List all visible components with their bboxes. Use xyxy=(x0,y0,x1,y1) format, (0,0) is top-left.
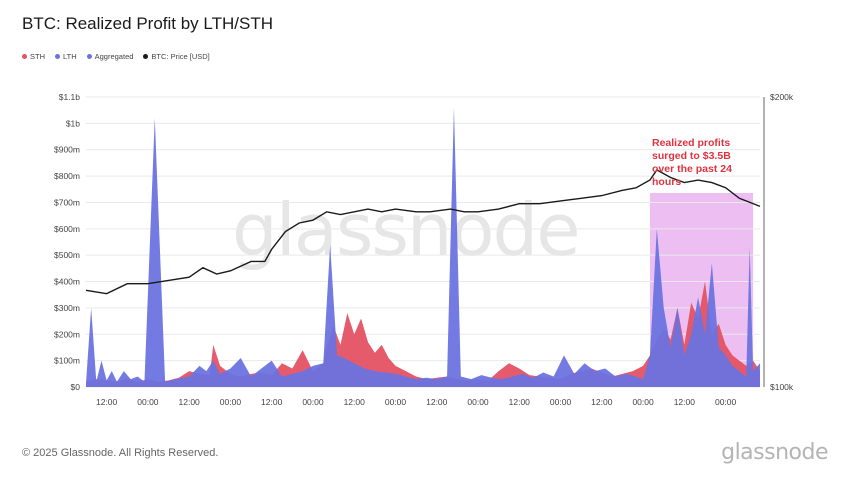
y-tick-label: $700m xyxy=(54,197,80,207)
y-tick-label: $0 xyxy=(71,382,81,392)
y-tick-label: $900m xyxy=(54,145,80,155)
x-tick-label: 12:00 xyxy=(96,397,118,407)
legend: STH LTH Aggregated BTC: Price [USD] xyxy=(22,52,210,61)
y-tick-label: $800m xyxy=(54,171,80,181)
x-tick-label: 12:00 xyxy=(674,397,696,407)
x-tick-label: 00:00 xyxy=(550,397,572,407)
x-tick-label: 00:00 xyxy=(220,397,242,407)
x-tick-label: 00:00 xyxy=(715,397,737,407)
x-tick-label: 12:00 xyxy=(509,397,531,407)
lth-area xyxy=(86,107,760,387)
y-tick-label: $300m xyxy=(54,303,80,313)
chart-title: BTC: Realized Profit by LTH/STH xyxy=(22,14,273,33)
x-tick-label: 00:00 xyxy=(385,397,407,407)
y-right-tick-label: $100k xyxy=(770,382,794,392)
annotation-line: over the past 24 xyxy=(652,163,732,175)
btc-price-line xyxy=(85,169,761,295)
glassnode-logo: glassnode xyxy=(721,440,828,465)
x-tick-label: 12:00 xyxy=(344,397,366,407)
legend-dot-lth xyxy=(55,54,60,59)
y-tick-label: $400m xyxy=(54,277,80,287)
legend-dot-btc-price xyxy=(143,54,149,59)
annotation-line: surged to $3.5B xyxy=(652,150,731,162)
y-tick-label: $200m xyxy=(54,329,80,339)
x-tick-label: 00:00 xyxy=(467,397,489,407)
y-right-tick-label: $200k xyxy=(770,92,794,102)
legend-label-aggregated: Aggregated xyxy=(94,52,134,61)
y-tick-label: $1b xyxy=(66,118,80,128)
legend-dot-aggregated xyxy=(86,54,92,59)
x-tick-label: 12:00 xyxy=(426,397,448,407)
x-tick-label: 12:00 xyxy=(591,397,613,407)
legend-dot-sth xyxy=(22,54,27,59)
legend-item-lth[interactable]: LTH xyxy=(55,52,77,61)
x-tick-label: 00:00 xyxy=(137,397,159,407)
x-tick-label: 00:00 xyxy=(302,397,324,407)
legend-item-aggregated[interactable]: Aggregated xyxy=(86,52,134,61)
annotation-line: hours xyxy=(652,176,681,188)
y-tick-label: $100m xyxy=(54,356,80,366)
legend-label-btc-price: BTC: Price [USD] xyxy=(151,52,210,61)
legend-item-sth[interactable]: STH xyxy=(22,52,45,61)
y-tick-label: $600m xyxy=(54,224,80,234)
y-tick-label: $1.1b xyxy=(59,92,81,102)
annotation-line: Realized profits xyxy=(652,137,730,149)
copyright-text: © 2025 Glassnode. All Rights Reserved. xyxy=(22,447,219,459)
legend-label-lth: LTH xyxy=(63,52,77,61)
y-tick-label: $500m xyxy=(54,250,80,260)
x-tick-label: 00:00 xyxy=(632,397,654,407)
x-tick-label: 12:00 xyxy=(179,397,201,407)
legend-label-sth: STH xyxy=(30,52,45,61)
x-tick-label: 12:00 xyxy=(261,397,283,407)
legend-item-btc-price[interactable]: BTC: Price [USD] xyxy=(143,52,210,61)
